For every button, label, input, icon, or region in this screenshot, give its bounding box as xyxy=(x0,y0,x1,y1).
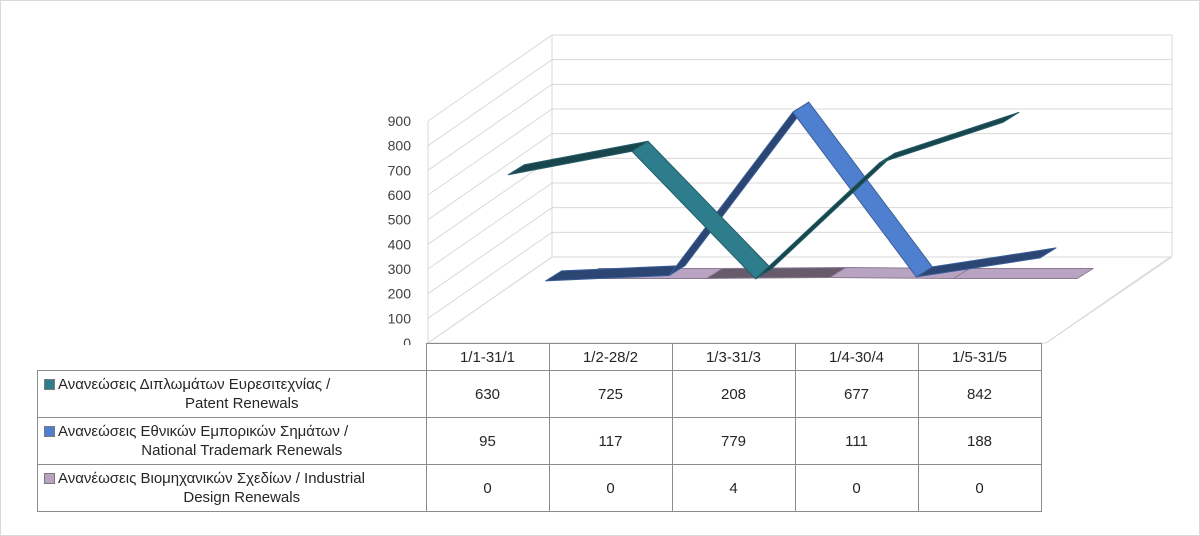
series-name-line2: Patent Renewals xyxy=(185,395,299,412)
series-segment xyxy=(792,101,933,278)
y-tick-label: 900 xyxy=(388,113,412,129)
gridline xyxy=(427,256,1172,344)
line-chart-3d: 0 100 200 300 400 500 600 700 800 900 xyxy=(388,34,1173,345)
series-segment xyxy=(915,247,1057,278)
data-label: 111 xyxy=(794,417,919,465)
series-name-line1: Ανανεώσεις Διπλωμάτων Ευρεσιτεχνίας / xyxy=(58,376,331,393)
data-point xyxy=(676,269,678,271)
series-segment xyxy=(953,268,1094,279)
data-point xyxy=(800,106,802,108)
series-segment xyxy=(631,140,773,280)
data-label: 0 xyxy=(794,464,919,512)
data-label: 630 xyxy=(425,370,550,418)
series-segment xyxy=(705,267,847,279)
gridlines xyxy=(427,34,1172,344)
legend-entry-patent: Ανανεώσεις Διπλωμάτων Ευρεσιτεχνίας / Pa… xyxy=(37,370,427,418)
series-name-line2: Design Renewals xyxy=(183,489,301,506)
y-tick-label: 700 xyxy=(388,162,412,178)
legend-entry-design: Ανανέωσεις Βιομηχανικών Σχεδίων / Indust… xyxy=(37,464,427,512)
y-tick-label: 500 xyxy=(388,212,412,228)
series-ribbons xyxy=(507,101,1094,282)
data-point xyxy=(639,145,641,147)
series-name-line1: Ανανέωσεις Βιομηχανικών Σχεδίων / Indust… xyxy=(58,470,365,487)
data-label: 0 xyxy=(917,464,1042,512)
data-label: 188 xyxy=(917,417,1042,465)
legend-swatch-design xyxy=(44,473,55,484)
table-header-row: 1/1-31/1 1/2-28/2 1/3-31/3 1/4-30/4 1/5-… xyxy=(37,343,1042,371)
gridline xyxy=(427,59,1172,147)
data-label: 4 xyxy=(671,464,796,512)
gridline xyxy=(427,157,1172,245)
y-tick-label: 300 xyxy=(388,261,412,277)
data-point xyxy=(713,273,715,274)
data-label: 208 xyxy=(671,370,796,418)
y-tick-label: 400 xyxy=(388,236,412,252)
data-point xyxy=(1010,116,1012,118)
data-label: 0 xyxy=(548,464,673,512)
table-row-trademark: Ανανεώσεις Εθνικών Εμπορικών Σημάτων / N… xyxy=(37,417,1042,465)
gridline xyxy=(427,231,1172,319)
series-name-line1: Ανανεώσεις Εθνικών Εμπορικών Σημάτων / xyxy=(58,423,349,440)
y-tick-label: 200 xyxy=(388,286,412,302)
data-label: 677 xyxy=(794,370,919,418)
data-point xyxy=(1084,273,1086,274)
y-tick-label: 100 xyxy=(388,310,412,326)
data-label: 0 xyxy=(425,464,550,512)
gridline xyxy=(427,207,1172,295)
gridline xyxy=(427,34,1172,122)
y-tick-label: 800 xyxy=(388,138,412,154)
data-point xyxy=(763,273,765,275)
data-point xyxy=(515,169,517,171)
legend-swatch-trademark xyxy=(44,426,55,437)
series-segment xyxy=(878,111,1020,164)
table-row-design: Ανανέωσεις Βιομηχανικών Σχεδίων / Indust… xyxy=(37,464,1042,512)
data-label: 842 xyxy=(917,370,1042,418)
data-table: 1/1-31/1 1/2-28/2 1/3-31/3 1/4-30/4 1/5-… xyxy=(37,343,1042,512)
gridline xyxy=(427,83,1172,171)
x-tick-label: 1/5-31/5 xyxy=(917,343,1042,371)
floor-right-edge xyxy=(1045,256,1173,344)
y-tick-label: 0 xyxy=(403,335,411,345)
x-tick-label: 1/1-31/1 xyxy=(425,343,550,371)
data-point xyxy=(553,275,555,277)
table-corner xyxy=(37,343,427,371)
data-point xyxy=(837,272,839,274)
gridline xyxy=(427,133,1172,221)
gridline xyxy=(427,108,1172,196)
data-label: 117 xyxy=(548,417,673,465)
legend-swatch-patent xyxy=(44,379,55,390)
x-tick-label: 1/2-28/2 xyxy=(548,343,673,371)
data-point xyxy=(961,273,963,274)
y-tick-label: 600 xyxy=(388,187,412,203)
data-point xyxy=(1047,252,1049,254)
data-point xyxy=(886,157,888,159)
chart-walls xyxy=(426,35,1173,344)
series-name-line2: National Trademark Renewals xyxy=(141,442,343,459)
data-label: 95 xyxy=(425,417,550,465)
data-point xyxy=(923,271,925,273)
table-row-patent: Ανανεώσεις Διπλωμάτων Ευρεσιτεχνίας / Pa… xyxy=(37,370,1042,418)
gridline xyxy=(427,182,1172,270)
legend-entry-trademark: Ανανεώσεις Εθνικών Εμπορικών Σημάτων / N… xyxy=(37,417,427,465)
y-axis: 0 100 200 300 400 500 600 700 800 900 xyxy=(388,113,412,345)
data-label: 725 xyxy=(548,370,673,418)
data-label: 779 xyxy=(671,417,796,465)
x-tick-label: 1/4-30/4 xyxy=(794,343,919,371)
x-tick-label: 1/3-31/3 xyxy=(671,343,796,371)
